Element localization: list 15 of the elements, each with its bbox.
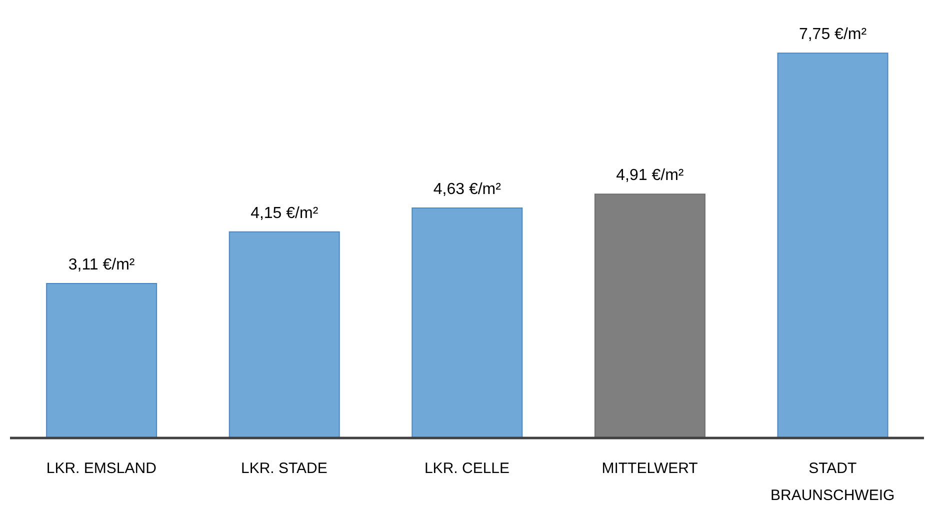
bar — [594, 194, 706, 438]
data-label: 7,75 €/m² — [798, 26, 868, 44]
bar — [228, 231, 340, 438]
data-label: 4,15 €/m² — [250, 204, 319, 222]
x-tick-label: MITTELWERT — [602, 460, 698, 477]
x-tick-label: STADT BRAUNSCHWEIG — [770, 460, 895, 504]
bar — [412, 208, 523, 438]
data-label: 4,63 €/m² — [433, 181, 502, 198]
data-label: 3,11 €/m² — [68, 256, 136, 274]
bar — [777, 52, 888, 438]
data-label: 4,91 €/m² — [616, 167, 684, 184]
x-tick-label: LKR. CELLE — [424, 460, 510, 477]
bar — [46, 283, 158, 438]
x-tick-label: LKR. EMSLAND — [46, 460, 157, 477]
x-tick-label: LKR. STADE — [240, 460, 328, 477]
